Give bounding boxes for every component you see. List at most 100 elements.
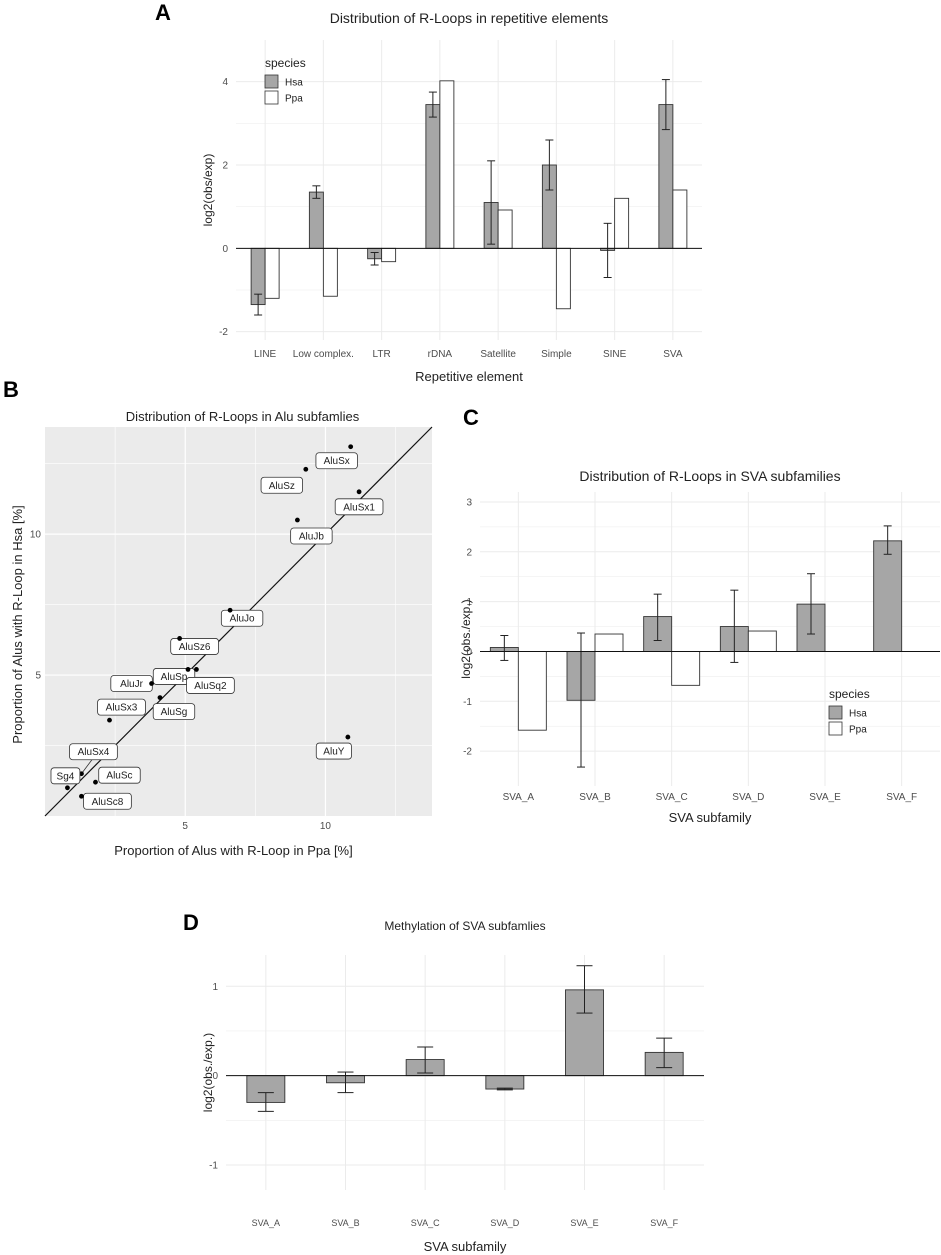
legend-swatch-ppa [264,90,279,105]
x-axis-title: Proportion of Alus with R-Loop in Ppa [%… [114,843,352,858]
label-box [315,452,358,470]
x-axis-title: Repetitive element [415,369,523,384]
chart-d-series-hsa [246,965,684,1112]
legend-label-hsa: Hsa [849,709,867,720]
chart-c-legend: species Hsa Ppa [828,687,870,736]
chart-c-gridlines [480,492,940,786]
chart-d: -1 0 1 SVA_A SVA_B SVA_C SVA_D SVA_E SVA_F Methyl… [201,919,704,1254]
point-label-alusc8: AluSc8 [92,797,124,808]
point-label-alusq2: AluSq2 [194,681,227,692]
point-alujo [227,607,233,613]
label-box [50,767,81,785]
x-tick-label: SVA_C [411,1218,440,1228]
bar-hsa-sva-d [485,1075,525,1090]
bar-ppa-rdna [439,80,455,249]
point-alujr [149,681,154,686]
bar-ppa-sva-a [517,651,547,731]
label-box [260,476,303,494]
y-tick-label: 4 [222,77,228,88]
x-tick-label: LTR [373,349,391,360]
y-tick-label: -2 [219,327,228,338]
point-alusp [185,667,191,672]
chart-title: Distribution of R-Loops in Alu subfamlie… [126,409,360,424]
point-label-alusx3: AluSx3 [106,703,138,714]
y-tick-label: -1 [209,1160,218,1171]
bar-ppa-sva-b [594,633,624,652]
y-axis-title: Proportion of Alus with R-Loop in Hsa [%… [10,505,25,743]
point-label-alujr: AluJr [120,679,143,690]
panel-letter-b: B [3,377,19,402]
chart-title: Distribution of R-Loops in SVA subfamili… [579,468,840,484]
label-box [334,498,384,516]
label-box [315,742,352,760]
chart-a: -2 0 2 4 LINE Low complex. LTR rDNA Satellite Sim… [201,10,702,384]
point-label-alusz6: AluSz6 [179,642,211,653]
x-tick-label: Simple [541,349,572,360]
label-box [83,792,132,810]
y-tick-label: 0 [466,647,472,658]
bar-ppa-low-complex- [322,247,338,297]
x-tick-label: SVA_D [490,1218,519,1228]
point-alusc8 [79,793,84,799]
y-axis-title: log2(obs./exp.) [201,1033,215,1112]
x-tick-label: SVA_E [809,792,841,803]
label-box [186,677,235,694]
chart-title: Distribution of R-Loops in repetitive el… [330,10,609,26]
chart-title: Methylation of SVA subfamlies [384,919,545,933]
x-tick-label: rDNA [428,349,453,360]
x-axis-title: SVA subfamily [669,810,752,825]
legend-title: species [829,687,870,701]
point-alujb [294,517,300,523]
x-tick-label: SVA_D [732,792,764,803]
bar-hsa-rdna [425,104,441,249]
chart-a-series-hsa [250,79,674,316]
x-tick-label: SVA_F [650,1218,678,1228]
point-alusq2 [194,667,199,672]
legend-swatch-hsa [828,705,843,720]
point-label-alujo: AluJo [230,614,255,625]
x-tick-label: Satellite [480,349,516,360]
x-tick-label: SVA_F [886,792,917,803]
point-sg4 [65,785,70,791]
label-box [152,668,196,685]
point-label-alusg: AluSg [161,707,188,718]
point-alusx3 [107,717,112,723]
point-label-sg4: Sg4 [57,771,75,782]
x-tick-label: SVA_E [570,1218,598,1228]
y-tick-label: 1 [466,597,472,608]
bar-ppa-sva-d [747,630,777,652]
y-tick-label: 2 [466,547,472,558]
point-label-alusp: AluSp [161,672,188,683]
chart-c: -2 -1 0 1 2 3 SVA_A SVA_B SVA_C SVA_D SVA_E SVA_F Di… [459,468,940,825]
y-tick-label: -1 [463,697,472,708]
x-tick-label: SVA_C [656,792,688,803]
bar-ppa-sva [672,189,688,249]
x-tick-label: Low complex. [293,349,354,360]
label-box [97,698,146,716]
x-tick-label: 10 [320,821,332,832]
label-box [152,703,196,721]
point-alusz6 [177,636,183,641]
chart-a-series-ppa [264,80,688,310]
y-tick-label: -2 [463,747,472,758]
label-box [290,527,333,545]
bar-ppa-sine [614,197,630,249]
y-tick-label: 2 [222,161,228,172]
legend-swatch-ppa [828,721,843,736]
y-tick-label: 0 [212,1071,218,1082]
point-alusx1 [356,489,362,495]
x-tick-label: 5 [182,821,188,832]
bar-hsa-sva-f [873,540,903,652]
y-axis-title: log2(obs/exp) [201,154,215,227]
bar-ppa-sva-c [671,651,701,686]
y-tick-label: 1 [212,982,218,993]
y-tick-label: 5 [35,671,41,682]
x-tick-label: SVA_B [579,792,611,803]
label-box [69,743,118,761]
legend-label-ppa: Ppa [849,725,867,736]
chart-b-points: AluSx AluSz AluSx1 AluJb AluJo AluSz6 AluSp Alu… [50,444,384,810]
point-alusc [93,779,98,785]
label-leader-line [81,757,94,774]
legend-swatch-hsa [264,74,279,89]
